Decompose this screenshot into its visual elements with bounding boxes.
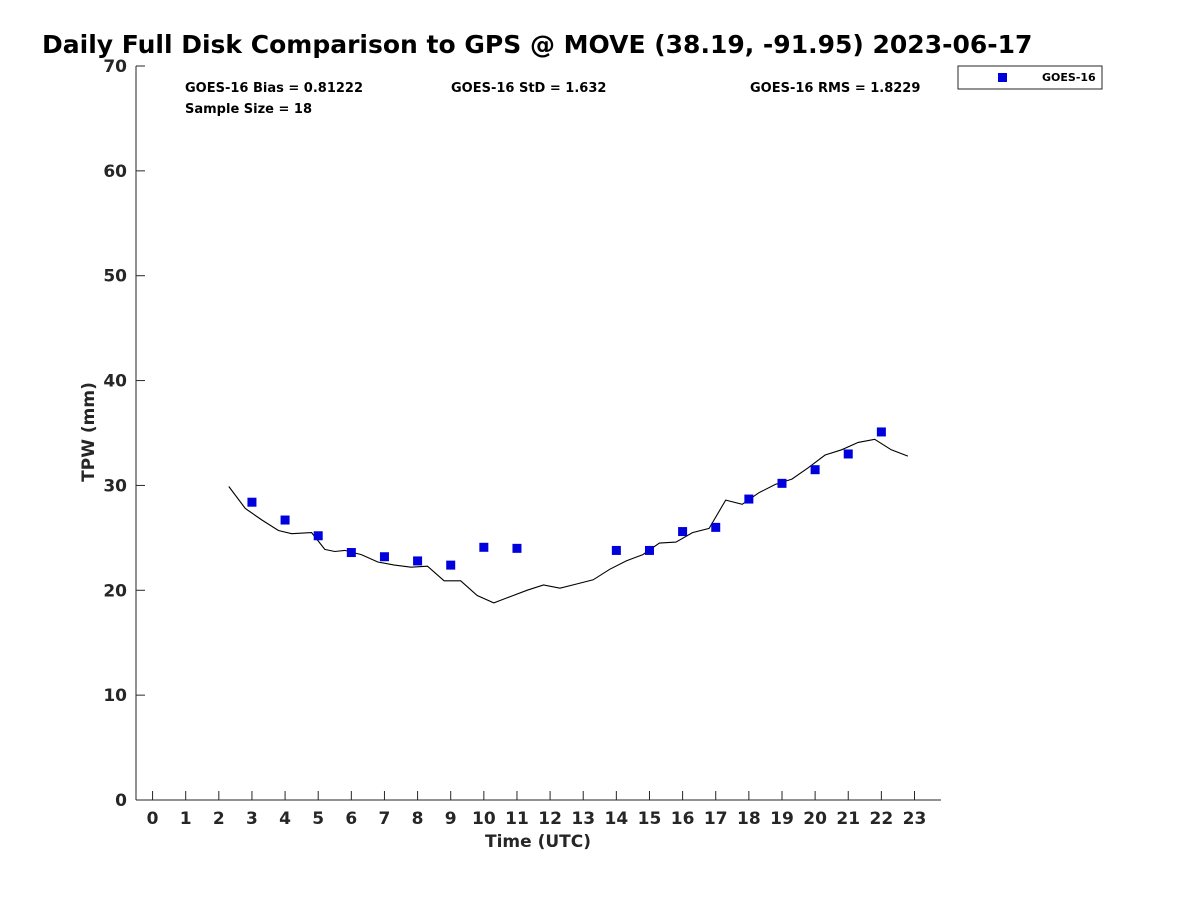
goes16-data-point xyxy=(744,494,754,504)
x-tick-label: 21 xyxy=(836,809,860,829)
x-axis-label: Time (UTC) xyxy=(485,832,591,852)
x-tick-label: 10 xyxy=(472,809,496,829)
x-tick-label: 20 xyxy=(803,809,827,829)
x-tick-label: 3 xyxy=(246,809,258,829)
legend-marker-square xyxy=(998,73,1007,82)
x-tick-label: 7 xyxy=(379,809,391,829)
axes xyxy=(135,66,941,801)
stat-sample-size: Sample Size = 18 xyxy=(185,102,312,117)
goes16-data-point xyxy=(346,548,356,558)
x-tick-label: 9 xyxy=(445,809,457,829)
x-tick-label: 0 xyxy=(147,809,159,829)
goes16-data-point xyxy=(413,556,423,566)
x-tick-label: 14 xyxy=(605,809,629,829)
y-tick-label: 40 xyxy=(103,372,127,392)
legend-label-goes16: GOES-16 xyxy=(1042,71,1096,84)
x-tick-label: 8 xyxy=(412,809,424,829)
x-tick-label: 19 xyxy=(770,809,794,829)
gps-line-layer xyxy=(228,438,909,604)
goes16-data-point xyxy=(843,449,853,459)
x-tick-label: 18 xyxy=(737,809,761,829)
x-tick-label: 12 xyxy=(538,809,562,829)
legend: GOES-16 xyxy=(957,65,1103,90)
goes16-data-point xyxy=(810,465,820,475)
x-tick-label: 22 xyxy=(870,809,894,829)
goes16-data-point xyxy=(611,545,621,555)
x-tick-label: 16 xyxy=(671,809,695,829)
goes16-data-point xyxy=(777,478,787,488)
x-tick-label: 13 xyxy=(571,809,595,829)
x-tick-label: 23 xyxy=(903,809,927,829)
x-tick-label: 6 xyxy=(345,809,357,829)
stat-rms: GOES-16 RMS = 1.8229 xyxy=(750,81,920,96)
x-tick-label: 15 xyxy=(638,809,662,829)
x-tick-label: 4 xyxy=(279,809,291,829)
goes16-data-point xyxy=(512,543,522,553)
goes16-data-point xyxy=(280,515,290,525)
goes16-data-point xyxy=(678,527,688,537)
legend-box xyxy=(957,65,1103,90)
goes16-data-point xyxy=(313,531,323,541)
y-tick-label: 0 xyxy=(115,791,127,811)
chart-title: Daily Full Disk Comparison to GPS @ MOVE… xyxy=(42,30,1033,59)
stat-bias: GOES-16 Bias = 0.81222 xyxy=(185,81,363,96)
x-tick-label: 11 xyxy=(505,809,529,829)
gps-tpw-line xyxy=(228,438,909,604)
x-tick-label: 5 xyxy=(312,809,324,829)
goes16-points-layer xyxy=(247,427,886,570)
y-tick-label: 50 xyxy=(103,267,127,287)
y-tick-label: 20 xyxy=(103,581,127,601)
goes16-data-point xyxy=(247,497,257,507)
y-axis-label: TPW (mm) xyxy=(79,382,99,482)
y-tick-label: 70 xyxy=(103,57,127,77)
goes16-data-point xyxy=(446,560,456,570)
y-tick-label: 60 xyxy=(103,162,127,182)
x-tick-label: 17 xyxy=(704,809,728,829)
x-tick-label: 1 xyxy=(180,809,192,829)
stat-std: GOES-16 StD = 1.632 xyxy=(451,81,606,96)
goes16-data-point xyxy=(711,522,721,532)
y-tick-label: 10 xyxy=(103,686,127,706)
goes16-data-point xyxy=(876,427,886,437)
goes16-data-point xyxy=(379,552,389,562)
y-tick-label: 30 xyxy=(103,476,127,496)
goes16-data-point xyxy=(644,545,654,555)
goes16-data-point xyxy=(479,542,489,552)
x-tick-label: 2 xyxy=(213,809,225,829)
